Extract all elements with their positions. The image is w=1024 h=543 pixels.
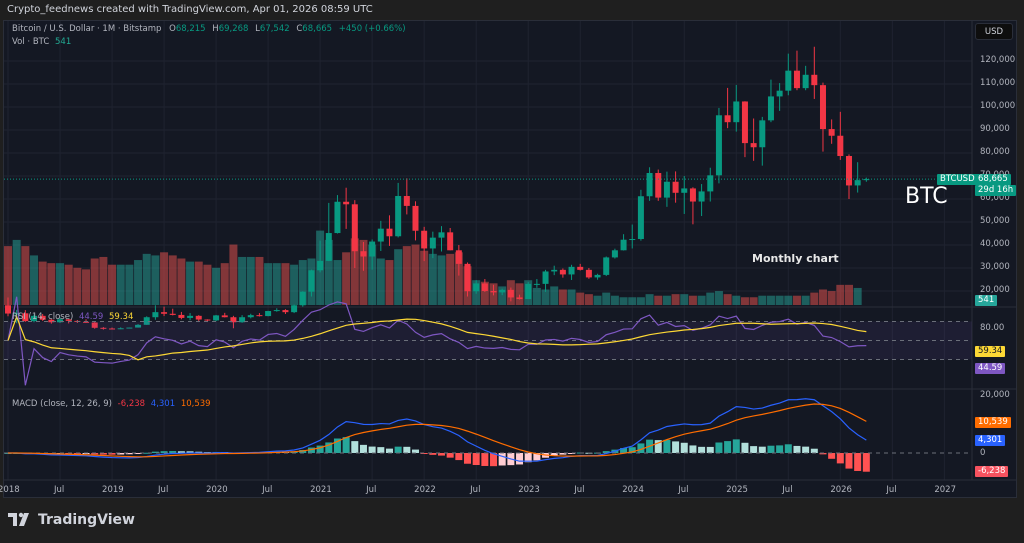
high-label: H xyxy=(212,24,219,34)
rsi-tag: 44.59 xyxy=(975,363,1006,374)
macd-title: MACD (close, 12, 26, 9) xyxy=(12,399,112,409)
time-axis-label: Jul xyxy=(574,485,585,495)
time-axis-label: Jul xyxy=(886,485,897,495)
symbol-name: Bitcoin / U.S. Dollar · 1M · Bitstamp xyxy=(12,24,162,34)
price-axis-label: 120,000 xyxy=(980,55,1016,65)
price-axis-label: 30,000 xyxy=(980,262,1010,272)
time-axis-label: Jul xyxy=(470,485,481,495)
macd-axis-0: 0 xyxy=(980,448,986,458)
time-axis-label: Jul xyxy=(678,485,689,495)
price-axis-label: 50,000 xyxy=(980,216,1010,226)
time-axis-label: Jul xyxy=(782,485,793,495)
time-axis-label: 2027 xyxy=(934,485,956,495)
time-axis-label: 2019 xyxy=(102,485,124,495)
symbol-tag: BTCUSD xyxy=(937,174,978,185)
rsi-ma-value: 59.34 xyxy=(109,312,134,322)
time-axis-label: Jul xyxy=(262,485,273,495)
rsi-title: RSI (14, close) xyxy=(12,312,74,322)
countdown-tag: 29d 16h xyxy=(975,185,1017,196)
btc-annotation: BTC xyxy=(905,184,948,209)
volume-legend: Vol · BTC 541 xyxy=(12,37,71,47)
currency-button[interactable]: USD xyxy=(975,23,1013,40)
time-axis-label: 2026 xyxy=(830,485,852,495)
time-axis-label: Jul xyxy=(54,485,65,495)
rsi-legend: RSI (14, close) 44.59 59.34 xyxy=(12,312,133,322)
change-value: +450 (+0.66%) xyxy=(338,24,406,34)
header-credit: Crypto_feednews created with TradingView… xyxy=(7,4,373,15)
volume-tag: 541 xyxy=(975,295,998,306)
time-axis-label: 2023 xyxy=(518,485,540,495)
time-axis-label: 2025 xyxy=(726,485,748,495)
macd-line-value: 4,301 xyxy=(150,399,176,409)
macd-hist-value: -6,238 xyxy=(117,399,146,409)
low-value: 67,542 xyxy=(259,24,290,34)
macd-hist-tag: -6,238 xyxy=(975,466,1009,477)
low-label: L xyxy=(255,24,260,34)
tradingview-logo[interactable]: TradingView xyxy=(8,512,135,528)
price-axis-label: 20,000 xyxy=(980,285,1010,295)
brand-name: TradingView xyxy=(38,512,135,528)
monthly-chart-annotation: Monthly chart xyxy=(752,252,839,265)
price-axis-label: 110,000 xyxy=(980,78,1016,88)
rsi-value: 44.59 xyxy=(78,312,104,322)
volume-label: Vol · BTC xyxy=(12,37,50,47)
last-price-tag: 68,665 xyxy=(975,174,1011,185)
price-axis-label: 80,000 xyxy=(980,147,1010,157)
time-axis-label: 2021 xyxy=(310,485,332,495)
macd-signal-value: 10,539 xyxy=(180,399,211,409)
macd-axis-20000: 20,000 xyxy=(980,390,1010,400)
macd-signal-tag: 10,539 xyxy=(975,417,1011,428)
time-axis-label: 2022 xyxy=(414,485,436,495)
high-value: 69,268 xyxy=(218,24,249,34)
time-axis-label: 2018 xyxy=(0,485,20,495)
rsi-ma-tag: 59.34 xyxy=(975,346,1006,357)
open-value: 68,215 xyxy=(175,24,206,34)
price-axis-label: 100,000 xyxy=(980,101,1016,111)
price-axis-label: 40,000 xyxy=(980,239,1010,249)
symbol-legend: Bitcoin / U.S. Dollar · 1M · Bitstamp O6… xyxy=(12,24,406,34)
price-axis-label: 60,000 xyxy=(980,193,1010,203)
open-label: O xyxy=(169,24,176,34)
time-axis-label: Jul xyxy=(366,485,377,495)
rsi-axis-80: 80.00 xyxy=(980,323,1005,333)
time-axis-label: 2024 xyxy=(622,485,644,495)
volume-value: 541 xyxy=(55,37,72,47)
time-axis-label: Jul xyxy=(158,485,169,495)
macd-legend: MACD (close, 12, 26, 9) -6,238 4,301 10,… xyxy=(12,399,211,409)
close-label: C xyxy=(296,24,303,34)
close-value: 68,665 xyxy=(302,24,333,34)
tradingview-logo-icon xyxy=(8,512,29,526)
price-axis-label: 90,000 xyxy=(980,124,1010,134)
macd-line-tag: 4,301 xyxy=(975,435,1006,446)
time-axis-label: 2020 xyxy=(206,485,228,495)
